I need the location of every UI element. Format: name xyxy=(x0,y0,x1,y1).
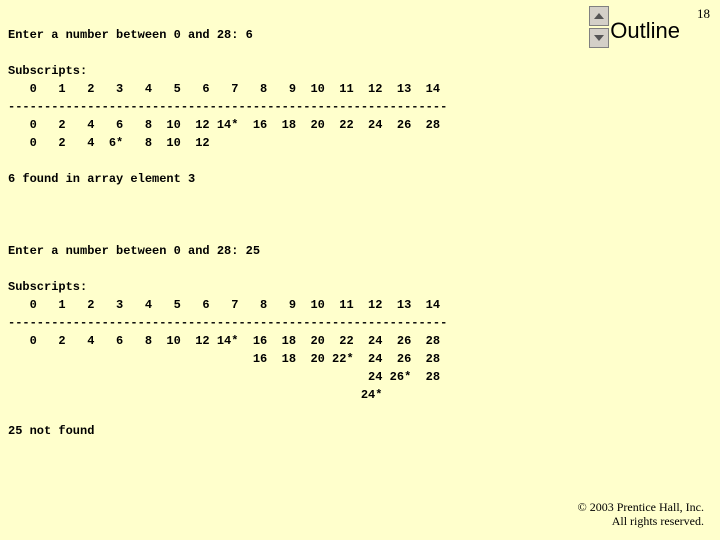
copyright-line1: © 2003 Prentice Hall, Inc. xyxy=(578,500,704,514)
nav-down-icon[interactable] xyxy=(589,28,609,48)
nav-buttons xyxy=(589,6,609,50)
nav-up-icon[interactable] xyxy=(589,6,609,26)
copyright-line2: All rights reserved. xyxy=(612,514,704,528)
outline-label: Outline xyxy=(610,18,680,44)
copyright: © 2003 Prentice Hall, Inc. All rights re… xyxy=(578,500,704,528)
program-output: Enter a number between 0 and 28: 6 Subsc… xyxy=(8,26,447,440)
slide-number: 18 xyxy=(697,6,710,22)
